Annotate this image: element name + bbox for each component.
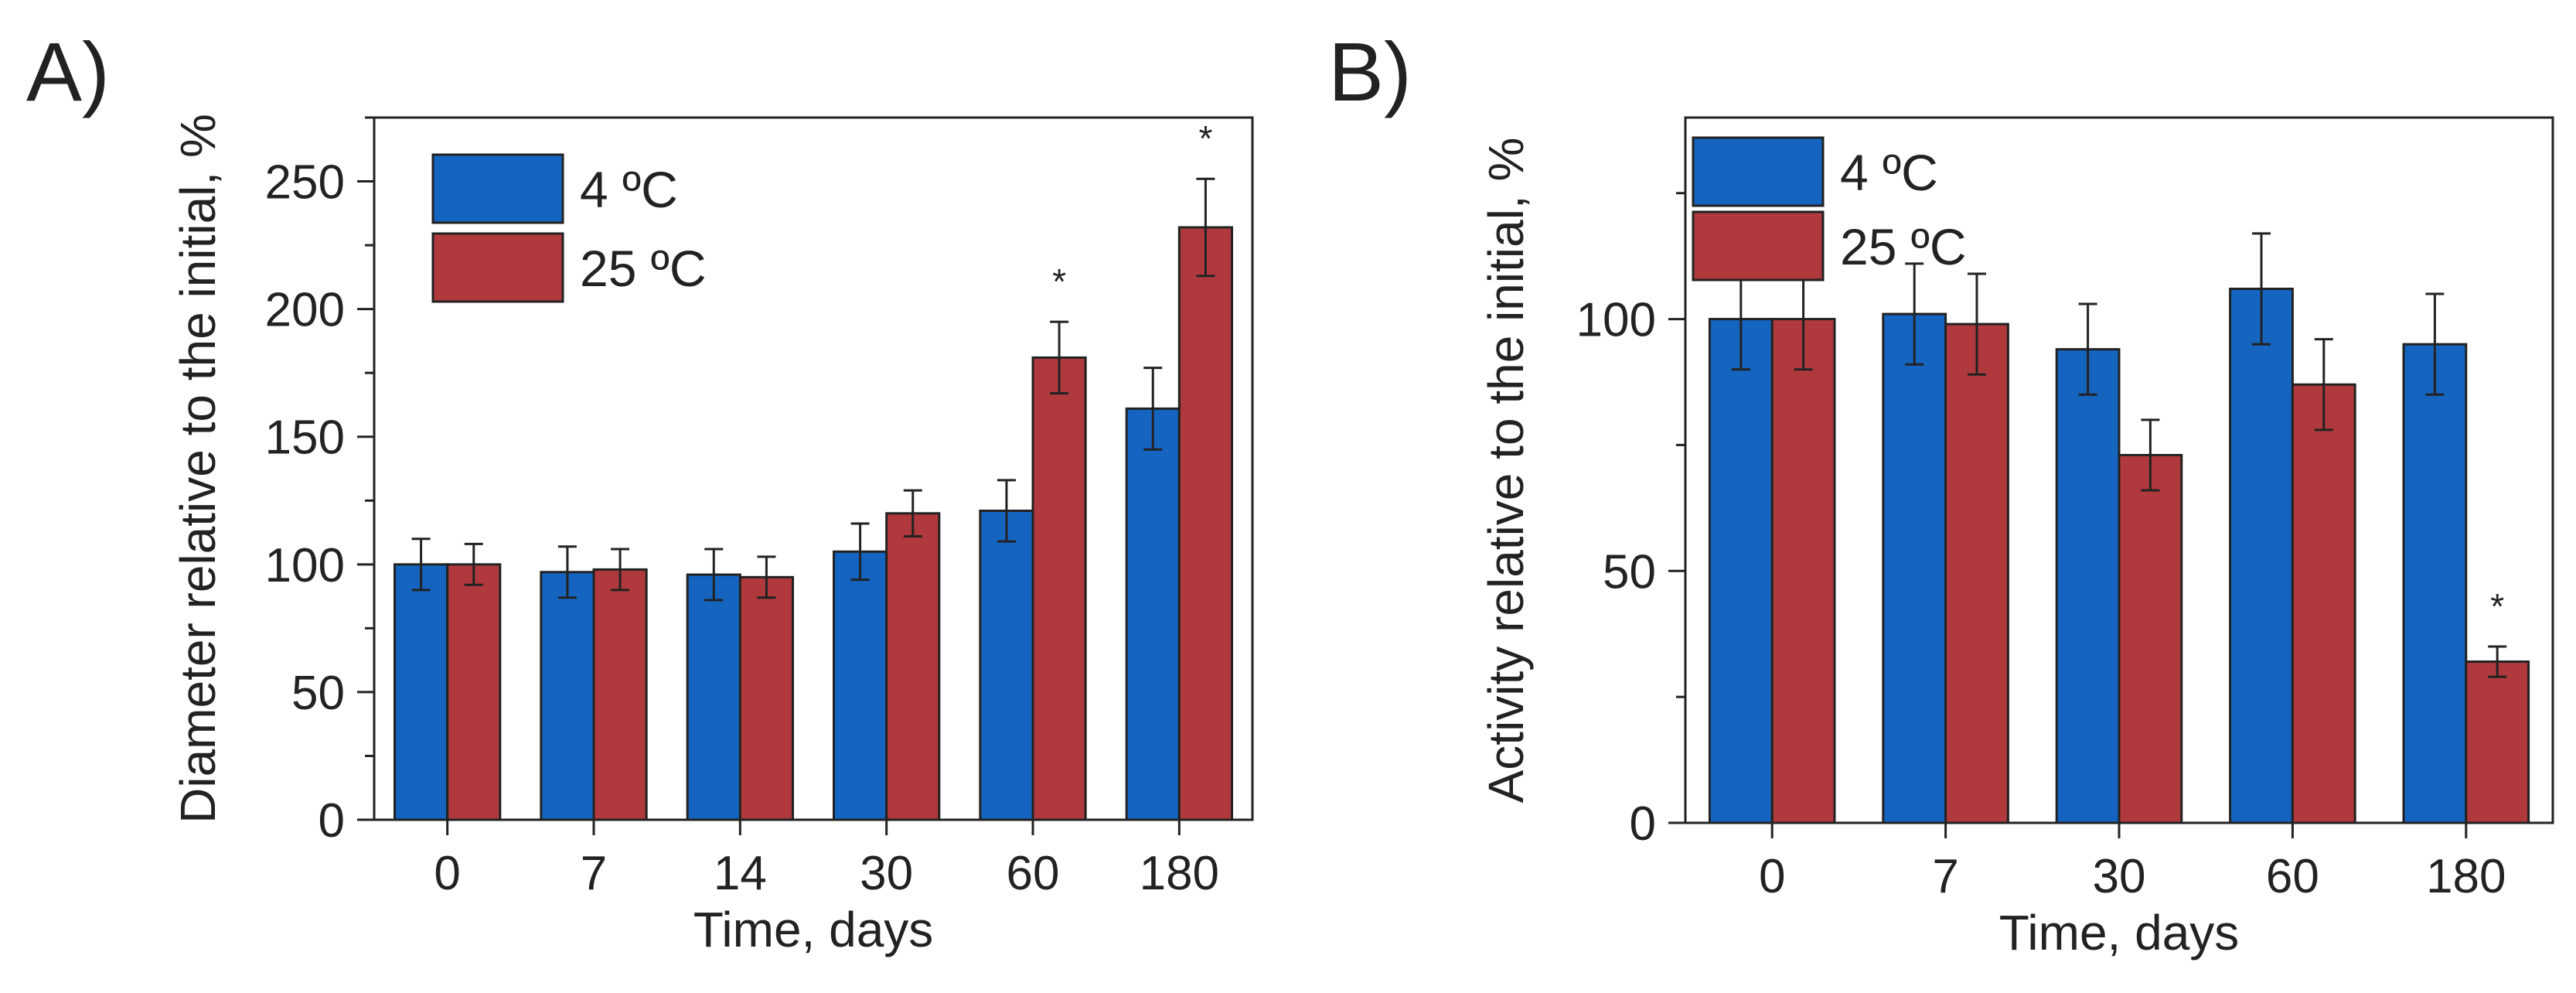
bar-25c-180 [2465, 660, 2530, 824]
x-tick-label: 7 [581, 847, 607, 900]
legend-label: 25 ºC [580, 240, 707, 297]
legend-label: 4 ºC [580, 161, 678, 218]
bar-25c-0 [1770, 318, 1836, 824]
y-tick-label: 50 [1603, 545, 1656, 599]
bar-4c-180 [2402, 343, 2468, 824]
x-tick-label: 30 [860, 847, 913, 900]
x-tick-label: 60 [1007, 847, 1060, 900]
y-tick-label: 200 [265, 284, 345, 337]
x-tick-label: 7 [1932, 850, 1958, 903]
legend-swatch [1692, 210, 1825, 282]
plot-frame [373, 116, 1254, 821]
bar-4c-180 [1125, 407, 1181, 821]
x-tick-label: 14 [714, 847, 767, 900]
chart-panel-b: B) * 0 50 100 0 7 30 60 180 Time, days Activity rel… [1328, 25, 2554, 961]
bar-4c-30 [2055, 348, 2121, 824]
y-tick-label: 0 [319, 794, 345, 848]
legend-swatch [431, 232, 564, 303]
x-axis-label: Time, days [693, 902, 934, 957]
y-axis-label: Activity relative to the initial, % [1478, 138, 1534, 804]
bar-4c-7 [540, 571, 595, 821]
bar-4c-7 [1882, 312, 1947, 824]
bar-25c-60 [2291, 383, 2356, 824]
bar-4c-60 [2229, 287, 2294, 824]
chart-panel-a: A) * * 0 50 100 150 200 250 0 7 14 30 60 180 Time, days… [26, 25, 1254, 957]
legend-label: 4 ºC [1840, 144, 1938, 201]
y-tick-label: 150 [265, 411, 345, 465]
bar-25c-0 [446, 563, 502, 821]
x-tick-label: 60 [2266, 850, 2319, 903]
y-tick-label: 100 [265, 539, 345, 592]
bar-4c-30 [833, 550, 888, 821]
bar-4c-14 [686, 573, 741, 821]
y-tick-label: 0 [1630, 797, 1656, 851]
bar-25c-7 [1944, 322, 2009, 824]
legend-swatch [431, 153, 564, 224]
bar-25c-60 [1031, 356, 1087, 821]
y-tick-label: 50 [291, 667, 345, 720]
x-tick-label: 30 [2093, 850, 2146, 903]
x-axis-label: Time, days [1999, 905, 2240, 961]
bar-25c-180 [1177, 226, 1233, 821]
bar-25c-30 [2118, 453, 2183, 824]
x-tick-label: 180 [2426, 850, 2506, 903]
x-tick-label: 0 [434, 847, 460, 900]
bar-25c-7 [592, 568, 648, 821]
legend-swatch [1692, 136, 1825, 207]
bar-4c-60 [979, 509, 1034, 821]
bar-4c-0 [1708, 318, 1774, 824]
y-axis-label: Diameter relative to the initial, % [170, 114, 226, 824]
significance-marker: * [1052, 261, 1066, 302]
panel-label: B) [1328, 25, 1412, 118]
legend-label: 25 ºC [1840, 218, 1967, 275]
y-tick-label: 250 [265, 156, 345, 210]
y-tick-label: 100 [1576, 294, 1656, 347]
bar-25c-30 [885, 512, 941, 821]
bar-25c-14 [738, 575, 794, 821]
x-tick-label: 180 [1140, 847, 1219, 900]
x-tick-label: 0 [1759, 850, 1785, 903]
significance-marker: * [1198, 118, 1212, 159]
significance-marker: * [2490, 586, 2504, 626]
bar-4c-0 [394, 563, 449, 821]
panel-label: A) [26, 25, 110, 118]
